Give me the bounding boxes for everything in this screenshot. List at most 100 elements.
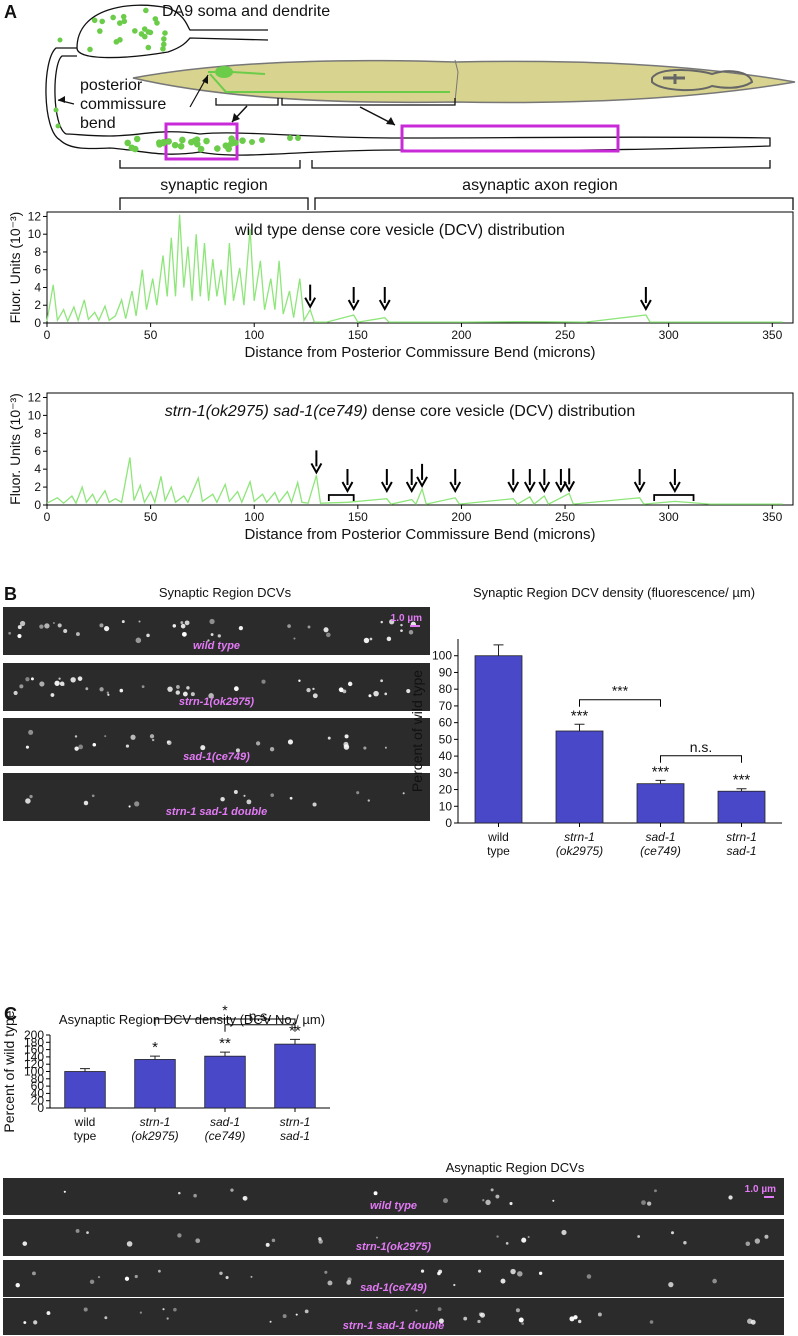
fluorescent-dot	[265, 1242, 270, 1247]
scale-bar	[410, 625, 420, 627]
x-tick-label: sad-1 (ce749)	[640, 830, 681, 858]
fluorescent-dot	[151, 738, 155, 742]
fluorescent-dot	[517, 1271, 523, 1277]
title-text: wild type dense core vesicle (DCV) distr…	[234, 222, 565, 239]
x-tick-label: wild type	[74, 1115, 97, 1143]
fluorescent-dot	[482, 1199, 485, 1202]
fluorescent-dot	[242, 1195, 248, 1201]
fluorescent-dot	[180, 621, 184, 624]
y-tick-label: 50	[439, 732, 453, 746]
fluorescent-dot	[200, 745, 206, 751]
y-tick-label: 160	[24, 1043, 44, 1057]
y-tick-label: 12	[28, 209, 42, 223]
fluorescent-dot	[74, 735, 78, 738]
x-tick-label: 50	[144, 328, 158, 342]
fluorescent-dot	[139, 1311, 142, 1314]
fluorescent-dot	[298, 679, 301, 682]
fluorescent-dot	[75, 1229, 80, 1233]
micrograph-label: wild type	[193, 640, 240, 652]
fluorescent-dot	[346, 1280, 352, 1285]
micrograph-label: strn-1(ok2975)	[179, 696, 255, 708]
fluorescent-dot	[478, 1312, 483, 1317]
micrograph	[3, 1219, 784, 1256]
x-tick-label: strn-1 (ok2975)	[556, 830, 603, 858]
fluorescent-dot	[369, 637, 373, 641]
fluorescent-dot	[287, 624, 291, 628]
scale-bar	[764, 1196, 774, 1198]
fluorescent-dot	[312, 802, 317, 807]
fluorescent-dot	[44, 623, 50, 629]
y-tick-label: 4	[34, 280, 41, 294]
micrograph	[3, 1298, 784, 1335]
y-axis-label: Percent of wild type	[409, 670, 425, 792]
arrow	[378, 287, 391, 312]
fluorescent-dot	[106, 691, 110, 694]
synapse-dot	[179, 136, 186, 144]
dendrite-dot	[147, 29, 154, 36]
fluorescent-dot	[509, 1201, 513, 1206]
bar	[717, 790, 766, 824]
significance: ***	[733, 772, 751, 789]
significance: **	[219, 1035, 231, 1052]
fluorescent-dot	[195, 1238, 201, 1244]
dendrite-dot	[160, 46, 166, 52]
fluorescent-dot	[646, 1201, 652, 1206]
significance: ***	[571, 707, 589, 724]
y-tick-label: 70	[439, 699, 453, 713]
fluorescent-dot	[230, 1188, 234, 1192]
comparison-label: *	[222, 1002, 228, 1018]
fluorescent-dot	[408, 630, 414, 635]
fluorescent-dot	[269, 1320, 272, 1323]
fluorescent-dot	[463, 1316, 468, 1321]
trace	[46, 214, 783, 323]
fluorescent-dot	[119, 688, 124, 693]
fluorescent-dot	[368, 694, 372, 698]
diagram-label: commissure	[80, 96, 166, 113]
micrograph-label: wild type	[370, 1200, 417, 1212]
fluorescent-dot	[25, 798, 31, 804]
fluorescent-dot	[225, 1276, 229, 1280]
x-tick-label: 200	[451, 510, 471, 524]
fluorescent-dot	[243, 794, 246, 797]
fluorescent-dot	[289, 796, 293, 800]
chart-title: Synaptic Region DCV density (fluorescenc…	[473, 585, 755, 600]
y-tick-label: 40	[31, 1086, 45, 1100]
fluorescent-dot	[375, 1236, 379, 1239]
fluorescent-dot	[39, 681, 45, 687]
fluorescent-dot	[356, 791, 360, 795]
fluorescent-dot	[327, 736, 331, 740]
x-tick-label: 300	[659, 328, 679, 342]
fluorescent-dot	[138, 620, 141, 623]
significance: *	[152, 1039, 158, 1056]
fluorescent-dot	[8, 631, 12, 635]
plot-frame	[46, 211, 794, 324]
synapse-dot	[295, 135, 301, 141]
fluorescent-dot	[453, 1283, 456, 1287]
fluorescent-dot	[312, 687, 315, 691]
micrograph	[3, 663, 430, 711]
comparison-label: ***	[612, 683, 629, 699]
fluorescent-dot	[32, 1271, 36, 1276]
fluorescent-dot	[527, 1235, 530, 1238]
fluorescent-dot	[233, 686, 239, 692]
bracket	[653, 494, 695, 501]
dendrite-dot	[87, 46, 93, 53]
fluorescent-dot	[654, 1189, 657, 1193]
dendrite-dot	[55, 123, 61, 129]
synapse-dot	[165, 138, 173, 145]
x-tick-label: 250	[555, 328, 575, 342]
y-tick-label: 0	[34, 316, 41, 330]
fluorescent-dot	[438, 1318, 444, 1324]
significance: ***	[652, 763, 670, 780]
x-tick-label: 100	[244, 328, 264, 342]
y-tick-label: 90	[439, 665, 453, 679]
synapse-dot	[203, 137, 210, 145]
fluorescent-dot	[217, 634, 221, 638]
fluorescent-dot	[63, 1190, 66, 1193]
fluorescent-dot	[30, 677, 34, 681]
fluorescent-dot	[406, 688, 411, 694]
x-tick-label: 300	[659, 510, 679, 524]
fluorescent-dot	[312, 693, 318, 699]
fluorescent-dot	[176, 685, 180, 689]
x-tick-label: sad-1 (ce749)	[205, 1115, 246, 1143]
